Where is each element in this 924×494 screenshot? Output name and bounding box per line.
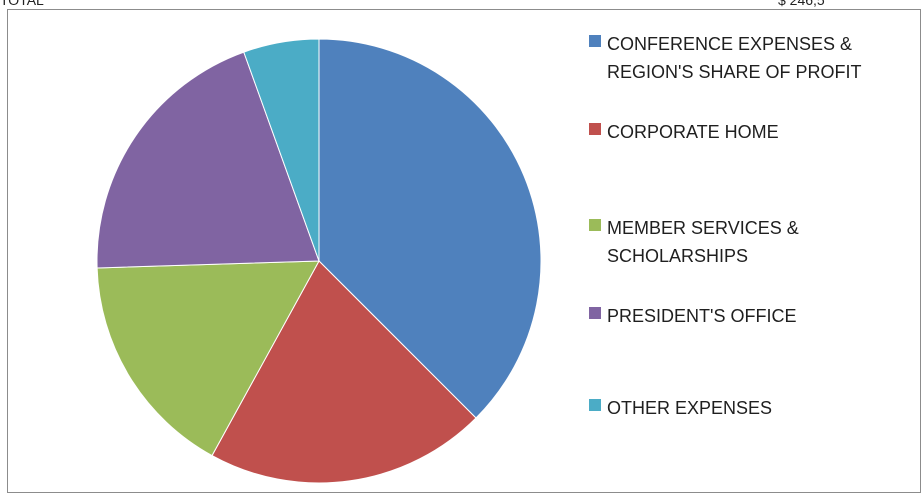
pie-slice-corporate-home (211, 260, 477, 484)
legend-label-corporate-home: CORPORATE HOME (607, 122, 779, 142)
legend-label-presidents-office: PRESIDENT'S OFFICE (607, 306, 797, 326)
legend-swatch-conference (589, 35, 601, 47)
top-strip: TOTAL $ 246,5 (0, 0, 924, 9)
legend-label-conference: CONFERENCE EXPENSES & REGION'S SHARE OF P… (607, 34, 862, 82)
legend-label-member-services: MEMBER SERVICES & SCHOLARSHIPS (607, 218, 799, 266)
total-value: $ 246,5 (778, 0, 825, 8)
legend-item-presidents-office: PRESIDENT'S OFFICE (589, 302, 917, 330)
total-label: TOTAL (0, 0, 44, 8)
legend-item-other-expenses: OTHER EXPENSES (589, 394, 917, 422)
pie-slice-other-expenses (243, 38, 320, 262)
pie-slice-presidents-office (96, 51, 320, 269)
legend-item-corporate-home: CORPORATE HOME (589, 118, 917, 146)
legend-swatch-member-services (589, 219, 601, 231)
legend-item-member-services: MEMBER SERVICES & SCHOLARSHIPS (589, 214, 917, 270)
legend-swatch-corporate-home (589, 123, 601, 135)
legend-item-conference: CONFERENCE EXPENSES & REGION'S SHARE OF P… (589, 30, 917, 86)
chart-legend: CONFERENCE EXPENSES & REGION'S SHARE OF P… (589, 0, 919, 494)
legend-label-other-expenses: OTHER EXPENSES (607, 398, 773, 418)
legend-swatch-presidents-office (589, 307, 601, 319)
pie-slice-conference (318, 38, 542, 419)
pie-slice-member-services (96, 260, 320, 457)
legend-swatch-other-expenses (589, 399, 601, 411)
